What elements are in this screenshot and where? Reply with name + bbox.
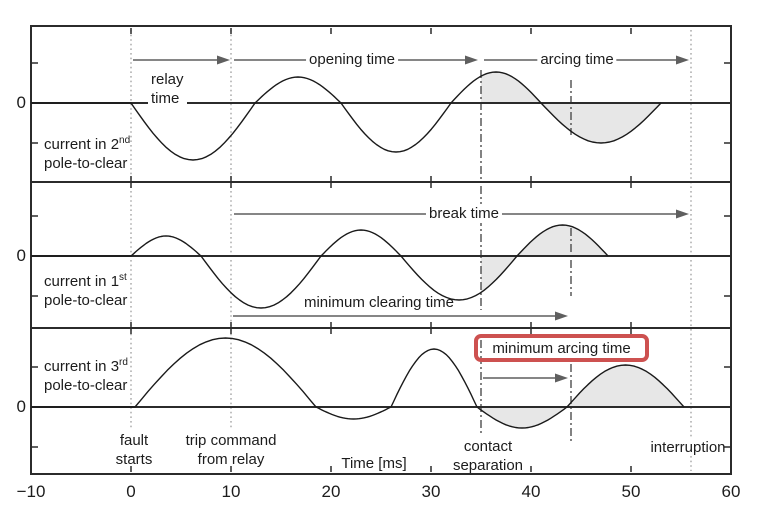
x-tick-label: 0 bbox=[126, 482, 136, 501]
x-tick-label: 10 bbox=[221, 482, 241, 501]
panel-label-3rd-line2: pole-to-clear bbox=[44, 377, 128, 394]
x-tick-label: 20 bbox=[321, 482, 341, 501]
waveform-1st-pole bbox=[31, 224, 609, 309]
relay-time-line1: relay bbox=[151, 71, 184, 88]
arcing-time-arrow-head bbox=[676, 55, 689, 65]
axes-frame bbox=[30, 25, 732, 475]
panel-label-3rd-sup: rd bbox=[119, 357, 128, 368]
break-time-arrow-head bbox=[676, 209, 689, 219]
panel-label-1st-text: current in 1 bbox=[44, 273, 120, 290]
fault-starts-line1: fault bbox=[119, 432, 149, 449]
panel-label-1st-line2: pole-to-clear bbox=[44, 292, 128, 309]
waveform-3rd-pole bbox=[31, 337, 685, 429]
break-time-label: break time bbox=[425, 204, 503, 223]
panel-label-3rd-text: current in 3 bbox=[44, 358, 120, 375]
minimum-arcing-time-label: minimum arcing time bbox=[492, 339, 631, 357]
panel-label-2nd-sup: nd bbox=[119, 135, 131, 146]
contact-separation-label: contact separation bbox=[453, 437, 523, 475]
interruption-label: interruption bbox=[650, 439, 726, 456]
panel-label-1st-sup: st bbox=[119, 272, 127, 283]
minimum-clearing-time-arrow-head bbox=[555, 311, 568, 321]
arcing-shade-panel3 bbox=[477, 365, 684, 428]
panel-label-2nd-pole: current in 2nd pole-to-clear bbox=[44, 135, 130, 173]
waveform-2nd-pole bbox=[31, 71, 662, 161]
panel-label-2nd-line2: pole-to-clear bbox=[44, 155, 128, 172]
x-tick-label: 60 bbox=[721, 482, 741, 501]
minimum-arcing-time-highlight-box: minimum arcing time bbox=[474, 334, 649, 362]
fault-starts-label: fault starts bbox=[116, 431, 153, 469]
relay-time-label: relay time bbox=[148, 70, 187, 108]
fault-starts-line2: starts bbox=[115, 451, 153, 468]
contact-separation-line1: contact bbox=[463, 438, 513, 455]
x-axis-title: Time [ms] bbox=[341, 455, 407, 472]
relay-time-line2: time bbox=[151, 90, 180, 107]
zero-label-panel3: 0 bbox=[16, 397, 26, 416]
x-tick-label: 50 bbox=[621, 482, 641, 501]
zero-label-panel2: 0 bbox=[16, 246, 26, 265]
panel-label-2nd-text: current in 2 bbox=[44, 136, 120, 153]
x-tick-label: −10 bbox=[16, 482, 46, 501]
minimum-arcing-time-arrow-head bbox=[555, 373, 568, 383]
opening-time-arrow-head bbox=[465, 55, 478, 65]
relay-time-arrow-head bbox=[217, 55, 230, 65]
panel-label-1st-pole: current in 1st pole-to-clear bbox=[44, 272, 127, 310]
arcing-time-label: arcing time bbox=[537, 50, 617, 69]
arcing-shade-panel2 bbox=[481, 225, 608, 293]
contact-separation-line2: separation bbox=[452, 457, 524, 474]
trip-command-label: trip command from relay bbox=[186, 431, 277, 469]
zero-label-panel1: 0 bbox=[16, 93, 26, 112]
trip-command-line1: trip command bbox=[185, 432, 277, 449]
trip-command-line2: from relay bbox=[197, 451, 265, 468]
x-tick-label: 40 bbox=[521, 482, 541, 501]
x-tick-label: 30 bbox=[421, 482, 441, 501]
panel-label-3rd-pole: current in 3rd pole-to-clear bbox=[44, 357, 128, 395]
minimum-clearing-time-label: minimum clearing time bbox=[303, 294, 455, 311]
opening-time-label: opening time bbox=[306, 50, 398, 69]
